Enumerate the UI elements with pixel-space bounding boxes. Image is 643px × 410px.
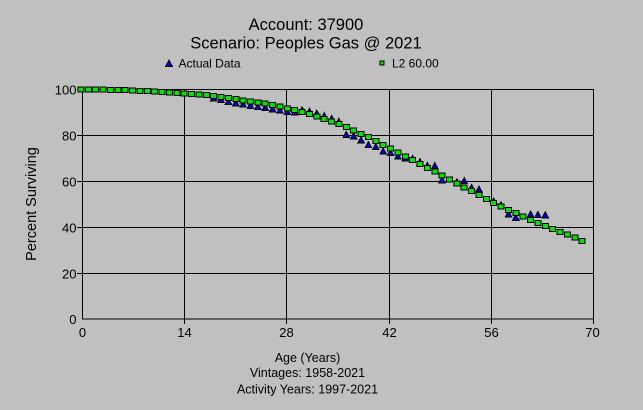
svg-text:Actual Data: Actual Data bbox=[179, 57, 241, 71]
svg-text:70: 70 bbox=[585, 325, 599, 340]
svg-text:L2 60.00: L2 60.00 bbox=[392, 57, 439, 71]
svg-text:80: 80 bbox=[62, 129, 76, 144]
svg-text:56: 56 bbox=[484, 325, 498, 340]
svg-text:Age (Years): Age (Years) bbox=[275, 351, 341, 365]
svg-text:Percent Surviving: Percent Surviving bbox=[24, 147, 40, 261]
svg-text:40: 40 bbox=[62, 221, 76, 236]
svg-text:14: 14 bbox=[177, 325, 191, 340]
svg-text:60: 60 bbox=[62, 175, 76, 190]
svg-text:0: 0 bbox=[69, 312, 76, 327]
svg-text:Activity Years: 1997-2021: Activity Years: 1997-2021 bbox=[237, 383, 378, 397]
svg-text:100: 100 bbox=[55, 83, 77, 98]
svg-text:0: 0 bbox=[79, 325, 86, 340]
svg-text:42: 42 bbox=[382, 325, 396, 340]
svg-text:Account: 37900: Account: 37900 bbox=[249, 16, 364, 34]
svg-text:28: 28 bbox=[279, 325, 293, 340]
svg-text:Scenario: Peoples Gas @ 2021: Scenario: Peoples Gas @ 2021 bbox=[190, 35, 421, 53]
svg-text:Vintages: 1958-2021: Vintages: 1958-2021 bbox=[250, 366, 365, 380]
svg-text:20: 20 bbox=[62, 267, 76, 282]
